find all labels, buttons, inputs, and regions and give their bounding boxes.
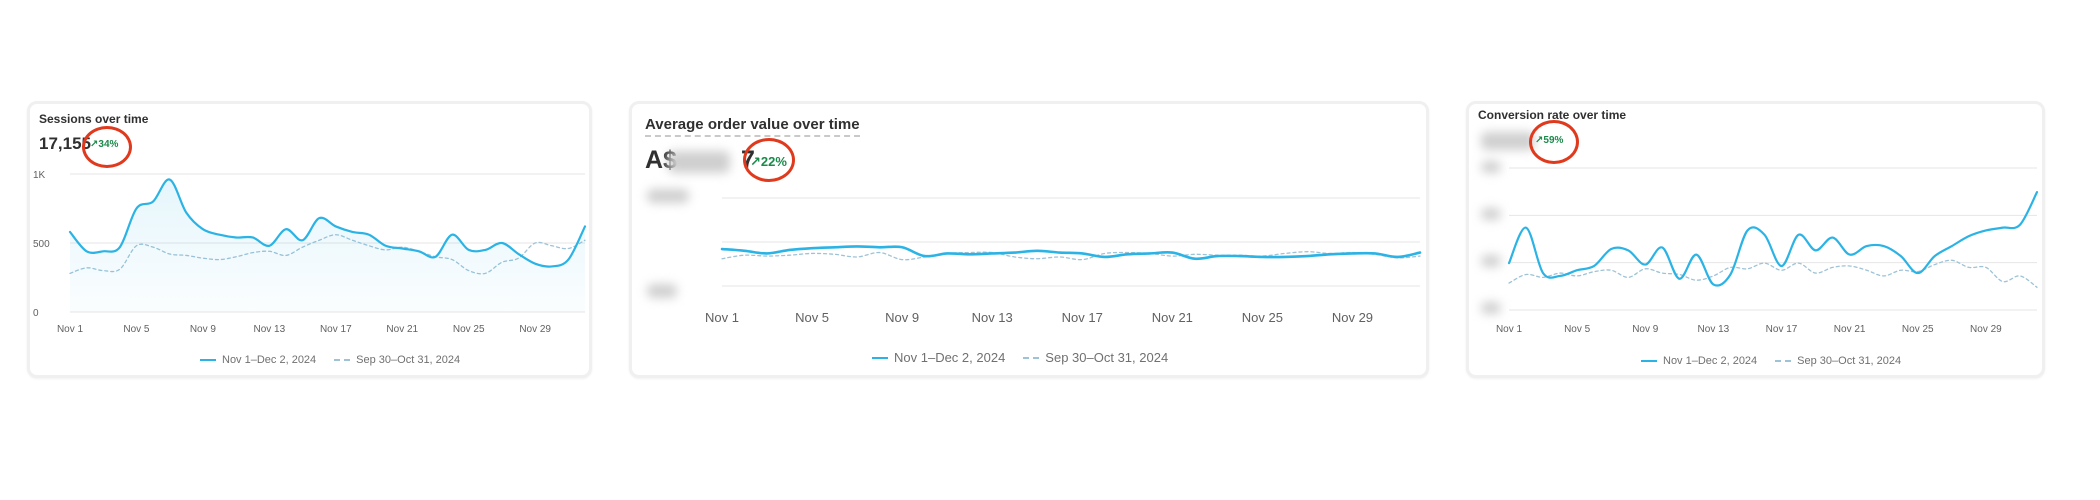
dashed-line-swatch-icon xyxy=(1023,356,1040,359)
legend-previous[interactable]: Sep 30–Oct 31, 2024 xyxy=(1775,355,1901,367)
sessions-chart: 0 500 1K Nov 1 Nov 5 Nov 9 Nov 13 Nov 17 Nov 21 N… xyxy=(33,170,587,335)
conversion-ytick-1-redacted xyxy=(1481,161,1501,173)
solid-line-swatch-icon xyxy=(872,356,888,359)
y-tick-label: 500 xyxy=(33,239,50,250)
conversion-ytick-3-redacted xyxy=(1481,255,1501,267)
dashed-line-swatch-icon xyxy=(334,359,351,361)
x-tick-label: Nov 21 xyxy=(386,324,418,335)
conversion-title[interactable]: Conversion rate over time xyxy=(1478,108,1627,122)
sessions-legend: Nov 1–Dec 2, 2024 Sep 30–Oct 31, 2024 xyxy=(200,354,478,366)
conversion-legend: Nov 1–Dec 2, 2024 Sep 30–Oct 31, 2024 xyxy=(1641,355,1919,367)
conversion-ytick-2-redacted xyxy=(1481,208,1501,220)
x-tick-label: Nov 1 xyxy=(705,310,739,325)
series-line-current xyxy=(68,178,587,268)
legend-current-label: Nov 1–Dec 2, 2024 xyxy=(1663,355,1758,367)
dashed-line-swatch-icon xyxy=(1775,360,1792,362)
x-tick-label: Nov 17 xyxy=(320,324,352,335)
x-tick-label: Nov 17 xyxy=(1062,310,1103,325)
conversion-card: Nov 1 Nov 5 Nov 9 Nov 13 Nov 17 Nov 21 Nov 25 N… xyxy=(1466,101,2045,378)
legend-current[interactable]: Nov 1–Dec 2, 2024 xyxy=(1641,355,1757,367)
aov-highlight-circle xyxy=(743,138,795,182)
series-area-current xyxy=(70,179,585,312)
x-tick-label: Nov 9 xyxy=(885,310,919,325)
x-tick-label: Nov 25 xyxy=(1902,324,1934,335)
aov-ytick-top-redacted xyxy=(647,189,689,203)
aov-legend: Nov 1–Dec 2, 2024 Sep 30–Oct 31, 2024 xyxy=(872,350,1186,365)
x-tick-label: Nov 21 xyxy=(1834,324,1866,335)
legend-previous-label: Sep 30–Oct 31, 2024 xyxy=(1045,350,1169,365)
x-tick-label: Nov 1 xyxy=(57,324,84,335)
legend-current[interactable]: Nov 1–Dec 2, 2024 xyxy=(200,354,316,366)
x-tick-label: Nov 9 xyxy=(190,324,217,335)
sessions-kpi: 17,155 xyxy=(39,134,91,153)
aov-kpi-redacted xyxy=(668,151,730,173)
x-tick-label: Nov 29 xyxy=(519,324,551,335)
series-line-previous xyxy=(721,251,1421,261)
conversion-highlight-circle xyxy=(1529,120,1579,164)
sessions-highlight-circle xyxy=(82,126,132,168)
conversion-kpi-redacted xyxy=(1481,132,1535,150)
series-line-previous xyxy=(1508,259,2038,288)
y-tick-label: 0 xyxy=(33,308,39,319)
x-tick-label: Nov 29 xyxy=(1332,310,1373,325)
aov-card: Nov 1 Nov 5 Nov 9 Nov 13 Nov 17 Nov 21 Nov 25 N… xyxy=(629,101,1429,378)
legend-previous-label: Sep 30–Oct 31, 2024 xyxy=(1797,355,1902,367)
x-tick-label: Nov 21 xyxy=(1152,310,1193,325)
sessions-card: 0 500 1K Nov 1 Nov 5 Nov 9 Nov 13 Nov 17 Nov 21 N… xyxy=(27,101,592,378)
solid-line-swatch-icon xyxy=(1641,360,1657,362)
legend-current-label: Nov 1–Dec 2, 2024 xyxy=(222,354,317,366)
legend-current[interactable]: Nov 1–Dec 2, 2024 xyxy=(872,350,1005,365)
x-tick-label: Nov 13 xyxy=(1698,324,1730,335)
aov-chart: Nov 1 Nov 5 Nov 9 Nov 13 Nov 17 Nov 21 Nov 25 N… xyxy=(705,197,1422,325)
x-tick-label: Nov 5 xyxy=(795,310,829,325)
legend-current-label: Nov 1–Dec 2, 2024 xyxy=(894,350,1006,365)
legend-previous[interactable]: Sep 30–Oct 31, 2024 xyxy=(1023,350,1168,365)
x-tick-label: Nov 25 xyxy=(453,324,485,335)
aov-ytick-bottom-redacted xyxy=(647,284,677,298)
conversion-chart: Nov 1 Nov 5 Nov 9 Nov 13 Nov 17 Nov 21 Nov 25 N… xyxy=(1496,167,2039,335)
x-tick-label: Nov 25 xyxy=(1242,310,1283,325)
legend-previous-label: Sep 30–Oct 31, 2024 xyxy=(356,354,461,366)
x-tick-label: Nov 5 xyxy=(1564,324,1591,335)
series-line-current xyxy=(720,245,1422,261)
legend-previous[interactable]: Sep 30–Oct 31, 2024 xyxy=(334,354,460,366)
aov-title[interactable]: Average order value over time xyxy=(645,116,860,137)
series-line-current xyxy=(1507,191,2039,287)
x-tick-label: Nov 17 xyxy=(1766,324,1798,335)
x-tick-label: Nov 5 xyxy=(123,324,150,335)
x-tick-label: Nov 1 xyxy=(1496,324,1523,335)
sessions-title[interactable]: Sessions over time xyxy=(39,112,149,126)
conversion-ytick-4-redacted xyxy=(1481,302,1501,314)
y-tick-label: 1K xyxy=(33,170,46,181)
x-tick-label: Nov 13 xyxy=(972,310,1013,325)
x-tick-label: Nov 13 xyxy=(254,324,286,335)
solid-line-swatch-icon xyxy=(200,359,216,361)
x-tick-label: Nov 29 xyxy=(1970,324,2002,335)
x-tick-label: Nov 9 xyxy=(1632,324,1659,335)
